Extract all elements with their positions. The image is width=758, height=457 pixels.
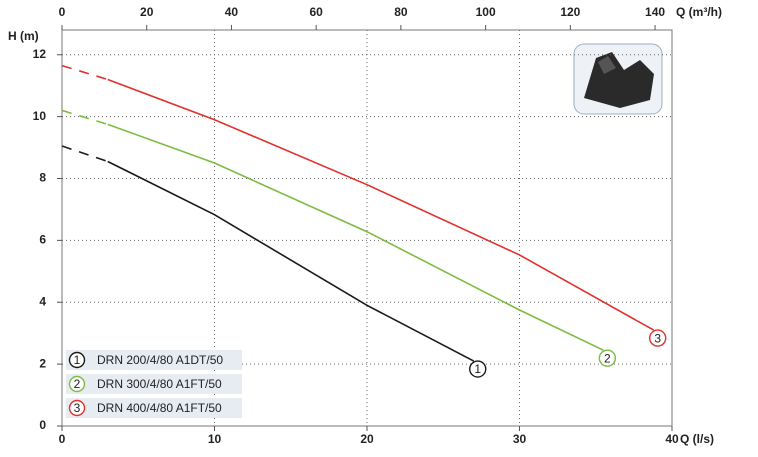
- curve-start: [61, 64, 108, 81]
- legend-label: DRN 200/4/80 A1DT/50: [97, 353, 223, 367]
- legend-marker-label: 3: [74, 401, 81, 415]
- curve: [107, 160, 475, 362]
- legend-marker: [68, 399, 86, 417]
- legend-row: [66, 350, 242, 370]
- pump-image: [573, 43, 663, 115]
- legend-row: [66, 398, 242, 418]
- legend-row: [66, 374, 242, 394]
- x-tick-label: 0: [59, 432, 66, 446]
- x2-tick-label: 0: [59, 5, 66, 19]
- x2-tick-label: 60: [309, 5, 323, 19]
- y-axis-label: H (m): [8, 29, 39, 43]
- curve-marker-label: 1: [474, 362, 481, 376]
- y-tick-label: 0: [39, 418, 46, 432]
- curve: [107, 123, 604, 351]
- x2-tick-label: 20: [140, 5, 154, 19]
- x-tick-label: 40: [665, 432, 679, 446]
- curve-start: [61, 109, 108, 126]
- x-tick-label: 30: [513, 432, 527, 446]
- x2-tick-label: 80: [394, 5, 408, 19]
- x-tick-label: 20: [360, 432, 374, 446]
- legend-label: DRN 400/4/80 A1FT/50: [97, 401, 222, 415]
- legend-marker-label: 1: [74, 353, 81, 367]
- x2-tick-label: 120: [560, 5, 580, 19]
- y-tick-label: 6: [39, 233, 46, 247]
- curve: [107, 78, 655, 331]
- curve-marker: [469, 360, 487, 378]
- legend-marker: [68, 351, 86, 369]
- y-tick-label: 2: [39, 356, 46, 370]
- x2-tick-label: 100: [476, 5, 496, 19]
- x2-tick-label: 40: [225, 5, 239, 19]
- curve-marker-label: 2: [604, 351, 611, 365]
- y-tick-label: 12: [33, 47, 47, 61]
- curve-marker-label: 3: [654, 331, 661, 345]
- curve-marker: [649, 329, 667, 347]
- y-tick-label: 8: [39, 171, 46, 185]
- y-tick-label: 10: [33, 109, 47, 123]
- x-tick-label: 10: [208, 432, 222, 446]
- legend-marker: [68, 375, 86, 393]
- x2-tick-label: 140: [645, 5, 665, 19]
- curve-start: [61, 145, 109, 163]
- x-axis-label: Q (l/s): [680, 432, 714, 446]
- y-tick-label: 4: [39, 294, 46, 308]
- x2-axis-label: Q (m³/h): [676, 5, 722, 19]
- legend-marker-label: 2: [74, 377, 81, 391]
- legend-label: DRN 300/4/80 A1FT/50: [97, 377, 222, 391]
- curve-marker: [598, 349, 617, 367]
